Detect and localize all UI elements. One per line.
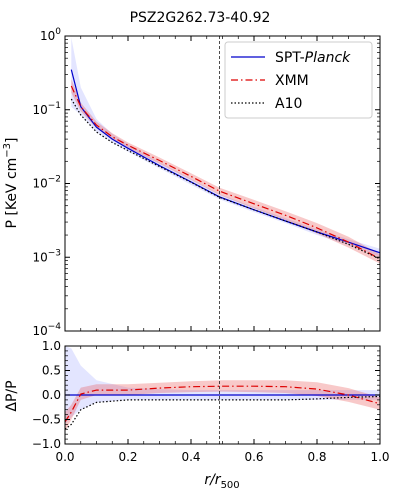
bottom-y-axis-label: ΔP/P	[4, 380, 20, 411]
bottom-series-lines	[65, 385, 380, 430]
series-line-a10	[65, 395, 380, 430]
bottom-x-tick-label: 0.8	[307, 450, 326, 464]
bottom-y-tick-label: 0.0	[42, 388, 61, 402]
top-y-tick-label: 10−2	[32, 175, 61, 191]
top-y-tick-label: 10−1	[32, 101, 61, 117]
bottom-y-tick-label: −0.5	[32, 413, 61, 427]
legend-label-xmm: XMM	[275, 73, 309, 89]
top-series-lines	[70, 69, 380, 260]
x-axis-label: r/r500	[204, 472, 239, 491]
bottom-x-tick-label: 1.0	[370, 450, 389, 464]
series-line-a10	[70, 98, 380, 260]
legend-frame	[224, 41, 373, 119]
series-line-xmm	[70, 85, 380, 260]
bottom-y-tick-label: 1.0	[42, 339, 61, 353]
top-y-tick-label: 10−4	[32, 322, 61, 338]
top-y-tick-label: 100	[40, 27, 61, 43]
top-x-axis-ticks	[64, 36, 381, 331]
bottom-y-tick-label: 0.5	[42, 364, 61, 378]
bottom-x-tick-label: 0.0	[55, 450, 74, 464]
bottom-y-tick-label: −1.0	[32, 437, 61, 451]
top-y-tick-label: 10−3	[32, 248, 61, 264]
legend: SPT-Planck XMM A10	[224, 41, 373, 119]
top-y-axis: 10−4 10−3 10−2 10−1 100	[32, 27, 380, 338]
bottom-x-tick-label: 0.2	[118, 450, 137, 464]
bottom-y-axis: −1.0 −0.5 0.0 0.5 1.0	[32, 339, 380, 451]
bottom-x-tick-label: 0.6	[244, 450, 263, 464]
bottom-x-axis: 0.0 0.2 0.4 0.6 0.8 1.0	[55, 346, 390, 464]
legend-label-a10: A10	[275, 96, 302, 112]
chart-title: PSZ2G262.73-40.92	[130, 10, 271, 26]
top-y-axis-label: P [KeV cm−3]	[2, 137, 20, 228]
bottom-uncertainty-bands	[65, 346, 380, 432]
band-xmm	[65, 380, 380, 432]
bottom-x-tick-label: 0.4	[181, 450, 200, 464]
legend-label-spt: SPT-Planck	[275, 50, 351, 66]
series-line-xmm	[65, 385, 380, 423]
